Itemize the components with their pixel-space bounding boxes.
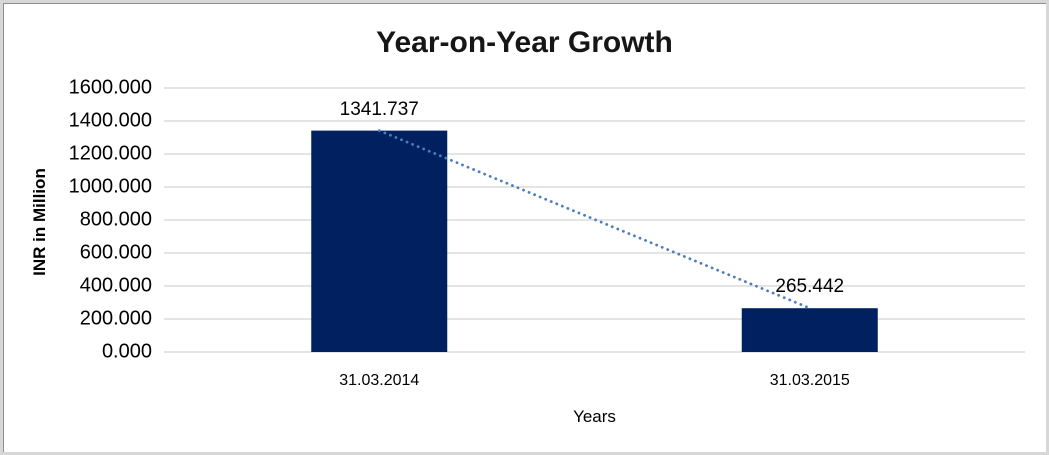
y-axis-tick-label: 400.000 xyxy=(79,274,152,297)
y-axis-tick-label: 1200.000 xyxy=(68,142,152,165)
bar-31.03.2014 xyxy=(311,130,448,352)
y-axis-tick-label: 1400.000 xyxy=(68,109,152,132)
data-label-2014: 1341.737 xyxy=(339,98,419,120)
y-axis-tick-label: 1000.000 xyxy=(68,175,152,198)
y-axis-tick-label: 600.000 xyxy=(79,241,152,264)
bar-31.03.2015 xyxy=(741,308,878,352)
y-axis-tick-label: 1600.000 xyxy=(68,76,152,99)
y-axis-tick-label: 200.000 xyxy=(79,307,152,330)
x-axis-category-label-2015: 31.03.2015 xyxy=(769,372,850,389)
y-axis-tick-label: 0.000 xyxy=(101,340,152,363)
trendline-dotted xyxy=(377,129,812,310)
data-label-2015: 265.442 xyxy=(775,276,845,298)
x-axis-title: Years xyxy=(573,407,616,426)
chart-title: Year-on-Year Growth xyxy=(376,26,673,59)
y-axis-tick-label: 800.000 xyxy=(79,208,152,231)
x-axis-category-label-2014: 31.03.2014 xyxy=(339,372,420,389)
